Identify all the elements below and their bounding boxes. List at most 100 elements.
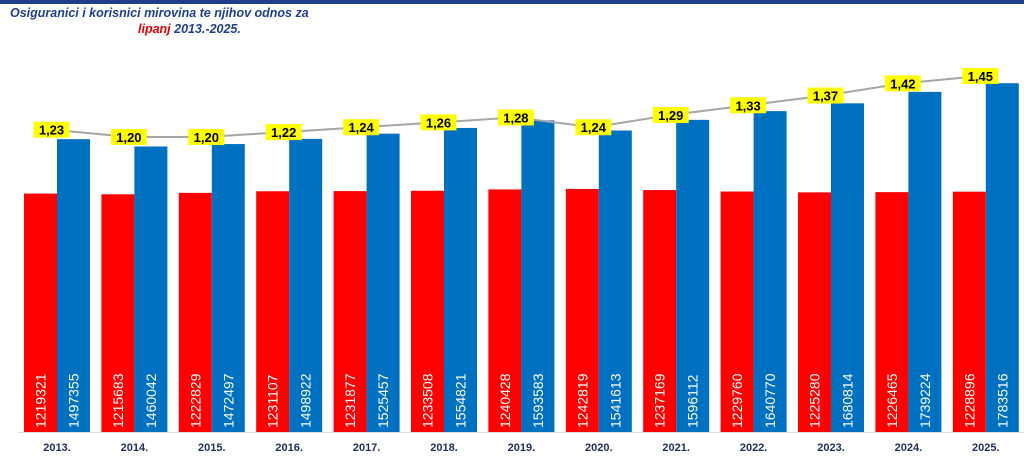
ratio-label-text-12: 1,45 [968, 69, 993, 84]
bar-pensioners-11 [908, 91, 942, 433]
bar-label-pensioners-0: 1497355 [66, 373, 82, 428]
ratio-label-1: 1,20 [110, 129, 147, 145]
bar-label-insured-3: 1231107 [265, 374, 281, 428]
x-tick-label-9: 2022. [740, 442, 768, 454]
x-tick-label-2: 2015. [198, 442, 226, 454]
ratio-label-bg-9 [730, 97, 767, 114]
bar-insured-10 [798, 192, 831, 432]
bar-pensioners-12 [985, 83, 1019, 432]
bar-label-pensioners-10: 1680814 [840, 373, 856, 428]
bar-insured-8 [643, 190, 677, 432]
ratio-label-text-6: 1,28 [503, 110, 528, 125]
ratio-label-bg-2 [188, 129, 225, 145]
bar-label-insured-10: 1225280 [807, 373, 823, 428]
x-tick-label-12: 2025. [972, 442, 1000, 454]
ratio-label-text-2: 1,20 [194, 130, 219, 145]
ratio-label-9: 1,33 [730, 97, 767, 114]
bar-label-insured-7: 1242819 [574, 373, 590, 428]
x-tick-label-11: 2024. [895, 442, 923, 454]
ratio-label-bg-11 [884, 75, 921, 92]
bar-insured-3 [256, 191, 290, 432]
bar-insured-0 [24, 193, 57, 432]
ratio-label-text-3: 1,22 [271, 125, 296, 140]
ratio-label-bg-3 [265, 124, 302, 141]
ratio-label-bg-10 [807, 87, 844, 104]
ratio-label-7: 1,24 [575, 119, 612, 136]
ratio-label-bg-4 [343, 119, 380, 136]
bar-label-pensioners-12: 1783516 [994, 373, 1010, 428]
bar-insured-1 [101, 194, 135, 432]
chart-title: Osiguranici i korisnici mirovina te njih… [10, 5, 430, 37]
x-tick-label-4: 2017. [353, 442, 381, 454]
bar-pensioners-9 [753, 111, 787, 433]
bar-label-insured-4: 1231877 [342, 373, 358, 428]
x-tick-label-6: 2019. [508, 442, 536, 454]
bar-label-pensioners-3: 1498922 [298, 373, 314, 428]
ratio-label-bg-1 [110, 129, 147, 145]
ratio-label-text-0: 1,23 [39, 123, 64, 138]
ratio-label-text-11: 1,42 [890, 76, 915, 91]
bar-label-pensioners-4: 1525457 [375, 373, 391, 428]
x-tick-label-0: 2013. [43, 442, 71, 454]
x-tick-label-5: 2018. [430, 442, 458, 454]
x-tick-label-1: 2014. [121, 442, 149, 454]
title-line2: lipanj 2013.-2025. [10, 21, 430, 37]
ratio-label-3: 1,22 [265, 124, 302, 141]
bar-label-pensioners-8: 1596112 [685, 374, 701, 428]
bar-insured-9 [720, 191, 754, 432]
bar-insured-4 [333, 191, 367, 432]
bar-label-insured-1: 1215683 [110, 373, 126, 428]
ratio-label-text-10: 1,37 [813, 89, 838, 104]
x-tick-label-7: 2020. [585, 442, 613, 454]
bar-label-pensioners-5: 1554821 [453, 373, 469, 428]
ratio-label-bg-7 [575, 119, 612, 136]
bar-insured-5 [411, 190, 444, 432]
ratio-label-10: 1,37 [807, 87, 844, 104]
title-years: 2013.-2025. [170, 22, 241, 36]
bar-insured-6 [488, 189, 522, 432]
bar-label-pensioners-9: 1640770 [762, 373, 778, 428]
title-highlight: lipanj [138, 22, 171, 36]
ratio-label-2: 1,20 [188, 129, 225, 145]
bar-label-pensioners-11: 1739224 [917, 373, 933, 428]
ratio-label-text-7: 1,24 [581, 120, 607, 135]
x-tick-label-10: 2023. [817, 442, 845, 454]
bar-label-insured-8: 1237169 [652, 373, 668, 428]
bar-label-insured-5: 1233508 [420, 373, 436, 428]
ratio-label-text-5: 1,26 [426, 115, 451, 130]
bar-pensioners-1 [134, 146, 168, 432]
bar-label-insured-9: 1229760 [729, 373, 745, 428]
bar-insured-2 [178, 192, 212, 432]
ratio-label-text-1: 1,20 [116, 130, 141, 145]
ratio-label-12: 1,45 [962, 68, 999, 84]
title-line1: Osiguranici i korisnici mirovina te njih… [10, 6, 309, 20]
x-tick-label-8: 2021. [662, 442, 690, 454]
bar-label-insured-6: 1240428 [497, 373, 513, 428]
bar-label-pensioners-2: 1472497 [220, 373, 236, 428]
x-tick-label-3: 2016. [275, 442, 303, 454]
bar-label-pensioners-7: 1541613 [607, 373, 623, 428]
bar-pensioners-4 [366, 133, 400, 432]
ratio-label-bg-12 [962, 68, 999, 84]
bar-pensioners-3 [289, 138, 323, 432]
ratio-label-0: 1,23 [33, 121, 70, 138]
ratio-label-6: 1,28 [497, 109, 534, 126]
ratio-label-bg-8 [652, 107, 689, 124]
top-border [0, 0, 1024, 4]
ratio-label-text-8: 1,29 [658, 108, 683, 123]
bar-label-insured-0: 1219321 [33, 373, 49, 428]
bar-pensioners-2 [211, 144, 245, 432]
bar-label-insured-2: 1222829 [187, 373, 203, 428]
bar-insured-11 [875, 192, 909, 432]
ratio-label-4: 1,24 [343, 119, 380, 136]
bar-pensioners-6 [521, 120, 555, 432]
ratio-label-11: 1,42 [884, 75, 921, 92]
ratio-label-bg-6 [497, 109, 534, 126]
bar-insured-7 [565, 188, 599, 432]
bar-pensioners-0 [57, 139, 90, 433]
bar-label-pensioners-6: 1593583 [530, 373, 546, 428]
bar-label-insured-12: 1228896 [961, 373, 977, 428]
ratio-label-text-4: 1,24 [348, 120, 374, 135]
bar-insured-12 [952, 191, 986, 432]
